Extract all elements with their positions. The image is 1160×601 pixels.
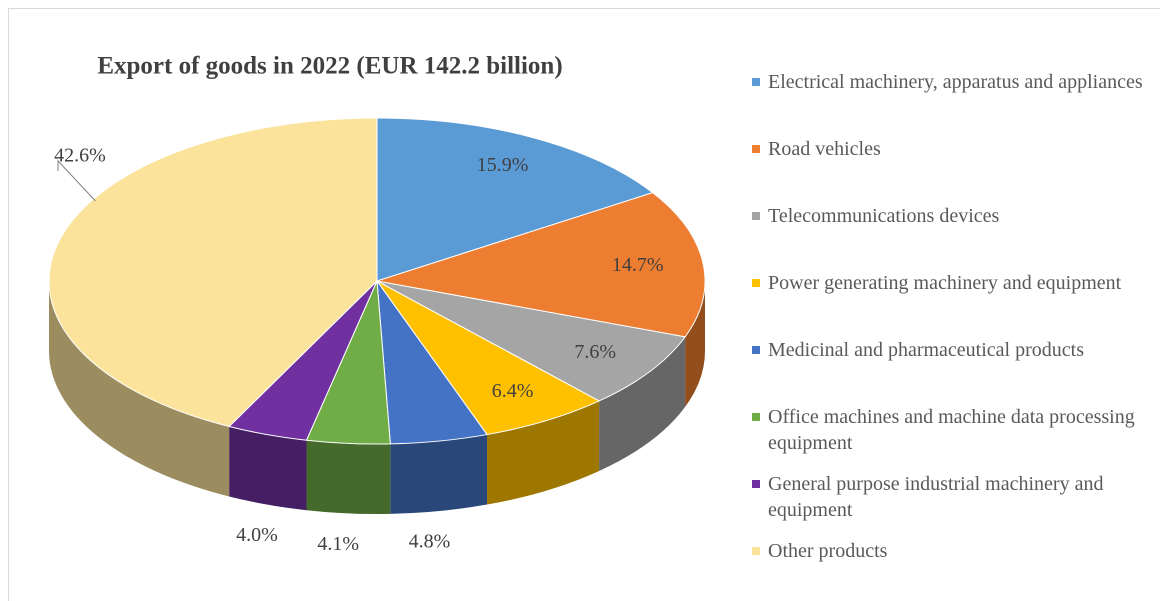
- legend-swatch: [752, 413, 760, 421]
- legend-label: Office machines and machine data process…: [768, 406, 1135, 454]
- chart-frame: [8, 8, 1160, 601]
- slice-side: [390, 434, 488, 514]
- legend-item: Office machines and machine data process…: [752, 404, 1152, 471]
- slice: [48, 117, 378, 428]
- data-label: 7.6%: [574, 341, 616, 363]
- slice-side: [229, 426, 307, 511]
- legend-label: General purpose industrial machinery and…: [768, 473, 1104, 521]
- legend-label: Electrical machinery, apparatus and appl…: [768, 71, 1143, 93]
- data-label: 42.6%: [54, 145, 106, 167]
- leader-line: [57, 159, 96, 202]
- chart-title: Export of goods in 2022 (EUR 142.2 billi…: [97, 53, 562, 80]
- slice: [376, 117, 654, 282]
- legend-label: Telecommunications devices: [768, 205, 1000, 227]
- slice: [376, 280, 686, 402]
- legend-item: Road vehicles: [752, 136, 1152, 203]
- legend-item: Telecommunications devices: [752, 203, 1152, 270]
- legend-item: Other products: [752, 538, 1152, 601]
- legend-swatch: [752, 78, 760, 86]
- legend-label: Medicinal and pharmaceutical products: [768, 339, 1084, 361]
- legend-item: Electrical machinery, apparatus and appl…: [752, 69, 1152, 136]
- data-label: 6.4%: [492, 380, 534, 402]
- slice-side: [306, 440, 391, 514]
- legend-item: Power generating machinery and equipment: [752, 270, 1152, 337]
- data-label: 4.0%: [236, 524, 278, 546]
- legend: Electrical machinery, apparatus and appl…: [752, 69, 1152, 601]
- legend-swatch: [752, 547, 760, 555]
- data-label: 4.1%: [317, 533, 359, 555]
- slice: [376, 280, 601, 436]
- legend-item: General purpose industrial machinery and…: [752, 471, 1152, 538]
- legend-swatch: [752, 279, 760, 287]
- legend-swatch: [752, 212, 760, 220]
- data-label: 4.8%: [409, 531, 451, 553]
- slice-side: [685, 281, 705, 407]
- legend-swatch: [752, 480, 760, 488]
- slice-side: [487, 400, 600, 505]
- legend-swatch: [752, 346, 760, 354]
- legend-swatch: [752, 145, 760, 153]
- legend-item: Medicinal and pharmaceutical products: [752, 337, 1152, 404]
- legend-label: Road vehicles: [768, 138, 881, 160]
- legend-label: Other products: [768, 540, 888, 562]
- data-label: 15.9%: [477, 154, 529, 176]
- data-label: 14.7%: [612, 254, 664, 276]
- slice-side: [49, 281, 230, 497]
- slice-side: [599, 336, 686, 471]
- slice: [376, 192, 706, 338]
- legend-label: Power generating machinery and equipment: [768, 272, 1122, 294]
